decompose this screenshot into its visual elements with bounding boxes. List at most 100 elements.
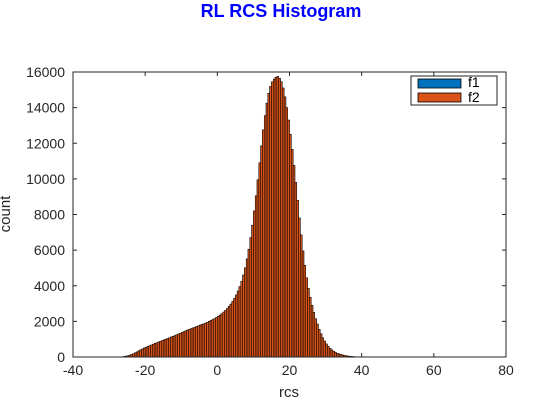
bar-f2	[173, 335, 177, 358]
bar-f2	[159, 341, 162, 358]
bar-f2	[137, 350, 140, 358]
bar-f2	[330, 349, 334, 358]
bar-f2	[334, 352, 337, 358]
y-tick-label: 0	[57, 349, 65, 365]
bar-f2	[227, 306, 231, 358]
bar-f2	[224, 310, 227, 358]
bar-f2	[195, 326, 198, 358]
bar-f2	[193, 327, 196, 358]
bar-f2	[244, 267, 247, 358]
bar-f2	[312, 312, 316, 358]
bars-group	[123, 76, 371, 358]
bar-f2	[328, 348, 332, 358]
bar-f2	[190, 328, 193, 358]
bar-f2	[209, 320, 213, 358]
bar-f2	[208, 321, 211, 358]
bar-f2	[283, 96, 287, 358]
legend: f1 f2	[410, 74, 498, 106]
bar-f2	[218, 314, 222, 358]
bar-f2	[303, 265, 306, 358]
bar-f2	[307, 288, 310, 358]
bar-f2	[282, 87, 285, 358]
bar-f2	[164, 338, 168, 358]
bar-f2	[200, 324, 204, 358]
bar-f2	[235, 294, 238, 358]
bar-f2	[161, 340, 164, 358]
bar-f2	[298, 217, 301, 358]
bar-f2	[319, 333, 323, 358]
x-tick-label: 40	[354, 362, 370, 378]
x-tick-label: 20	[282, 362, 298, 378]
bar-f2	[202, 323, 205, 358]
bar-f2	[289, 134, 292, 358]
bar-f2	[182, 331, 186, 358]
bar-f2	[197, 325, 200, 358]
bar-f2	[226, 308, 229, 358]
bar-f2	[240, 281, 243, 358]
y-tick-label: 12000	[26, 135, 65, 151]
bar-f2	[310, 305, 314, 358]
legend-label-f1: f1	[468, 74, 480, 90]
bar-f2	[170, 336, 173, 358]
bar-f2	[314, 318, 317, 358]
bar-f2	[285, 107, 288, 358]
bar-f2	[153, 343, 157, 358]
bar-f2	[332, 351, 335, 358]
bar-f2	[254, 195, 258, 358]
bar-f2	[278, 77, 281, 358]
bar-f2	[287, 119, 290, 358]
bar-f2	[309, 297, 312, 358]
x-tick-label: -40	[63, 362, 83, 378]
bar-f2	[233, 298, 236, 358]
bar-f2	[327, 346, 330, 358]
y-tick-label: 6000	[34, 242, 65, 258]
bar-f2	[155, 342, 159, 358]
x-tick-label: -20	[135, 362, 155, 378]
bar-f2	[229, 303, 233, 358]
bar-f2	[175, 334, 178, 358]
x-tick-label: 60	[426, 362, 442, 378]
bar-f2	[336, 353, 339, 358]
bar-f2	[148, 345, 151, 358]
bar-f2	[242, 274, 245, 358]
y-tick-label: 16000	[26, 64, 65, 80]
bar-f2	[274, 77, 278, 358]
bar-f2	[213, 318, 216, 358]
bar-f2	[211, 319, 214, 358]
bar-f2	[217, 316, 220, 358]
bar-f2	[168, 337, 171, 358]
bar-f2	[323, 340, 326, 358]
bar-f2	[262, 129, 265, 358]
bar-f2	[188, 329, 191, 358]
bar-f2	[157, 341, 160, 358]
y-tick-label: 8000	[34, 207, 65, 223]
bar-f2	[291, 149, 294, 358]
y-axis-label: count	[0, 195, 14, 233]
bar-f2	[236, 290, 240, 358]
y-tick-label: 2000	[34, 313, 65, 329]
bar-f2	[256, 179, 260, 358]
bar-f2	[184, 330, 187, 358]
bar-f2	[276, 76, 279, 358]
x-tick-label: 0	[213, 362, 221, 378]
bar-f2	[301, 250, 305, 358]
bar-f2	[258, 162, 261, 358]
bar-f2	[316, 323, 319, 358]
bar-f2	[150, 344, 153, 358]
bar-f2	[280, 81, 283, 358]
legend-label-f2: f2	[468, 89, 480, 105]
bar-f2	[179, 333, 182, 358]
bar-f2	[318, 329, 321, 358]
bar-f2	[162, 339, 166, 358]
bar-f2	[273, 78, 276, 358]
bar-f2	[294, 182, 297, 358]
plot-frame	[72, 71, 507, 358]
bar-f2	[292, 165, 296, 358]
bar-f2	[199, 324, 202, 358]
bar-f2	[300, 234, 303, 358]
bar-f2	[134, 352, 137, 358]
bar-f2	[238, 286, 242, 358]
bar-f2	[263, 115, 267, 358]
y-tick-label: 10000	[26, 171, 65, 187]
